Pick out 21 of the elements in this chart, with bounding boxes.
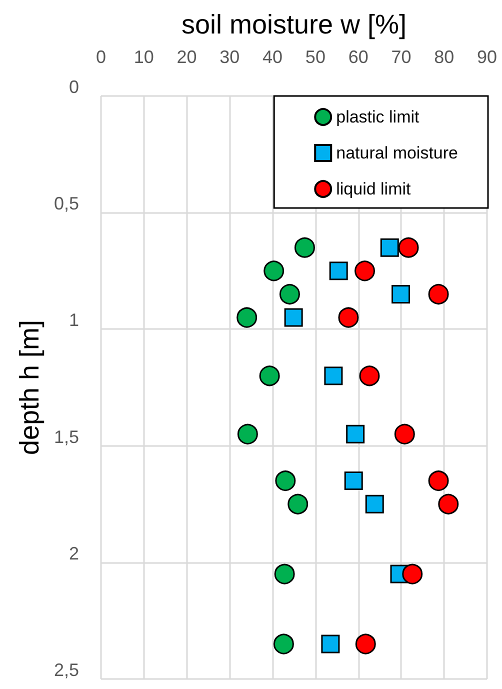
- x-tick-label: 70: [391, 47, 412, 67]
- legend-label: plastic limit: [336, 108, 420, 126]
- y-tick-label: 1,5: [54, 426, 79, 447]
- legend-label: natural moisture: [336, 144, 458, 162]
- x-tick-label: 30: [220, 47, 240, 67]
- x-axis-title: soil moisture w [%]: [181, 10, 407, 40]
- y-axis-title: depth h [m]: [14, 320, 44, 456]
- x-tick-label: 80: [434, 47, 454, 67]
- x-tick-label: 60: [348, 47, 368, 67]
- y-tick-label: 0: [68, 77, 79, 97]
- y-tick-label: 2,5: [54, 660, 79, 680]
- y-tick-label: 1: [68, 310, 79, 330]
- x-tick-label: 0: [96, 47, 106, 67]
- y-tick-label: 2: [68, 543, 79, 564]
- x-tick-label: 10: [134, 47, 154, 67]
- x-tick-label: 40: [262, 47, 283, 67]
- y-tick-label: 0,5: [54, 194, 79, 214]
- legend-label: liquid limit: [336, 180, 412, 198]
- x-tick-label: 20: [176, 47, 197, 67]
- x-tick-label: 50: [305, 47, 326, 67]
- x-tick-label: 90: [476, 47, 498, 67]
